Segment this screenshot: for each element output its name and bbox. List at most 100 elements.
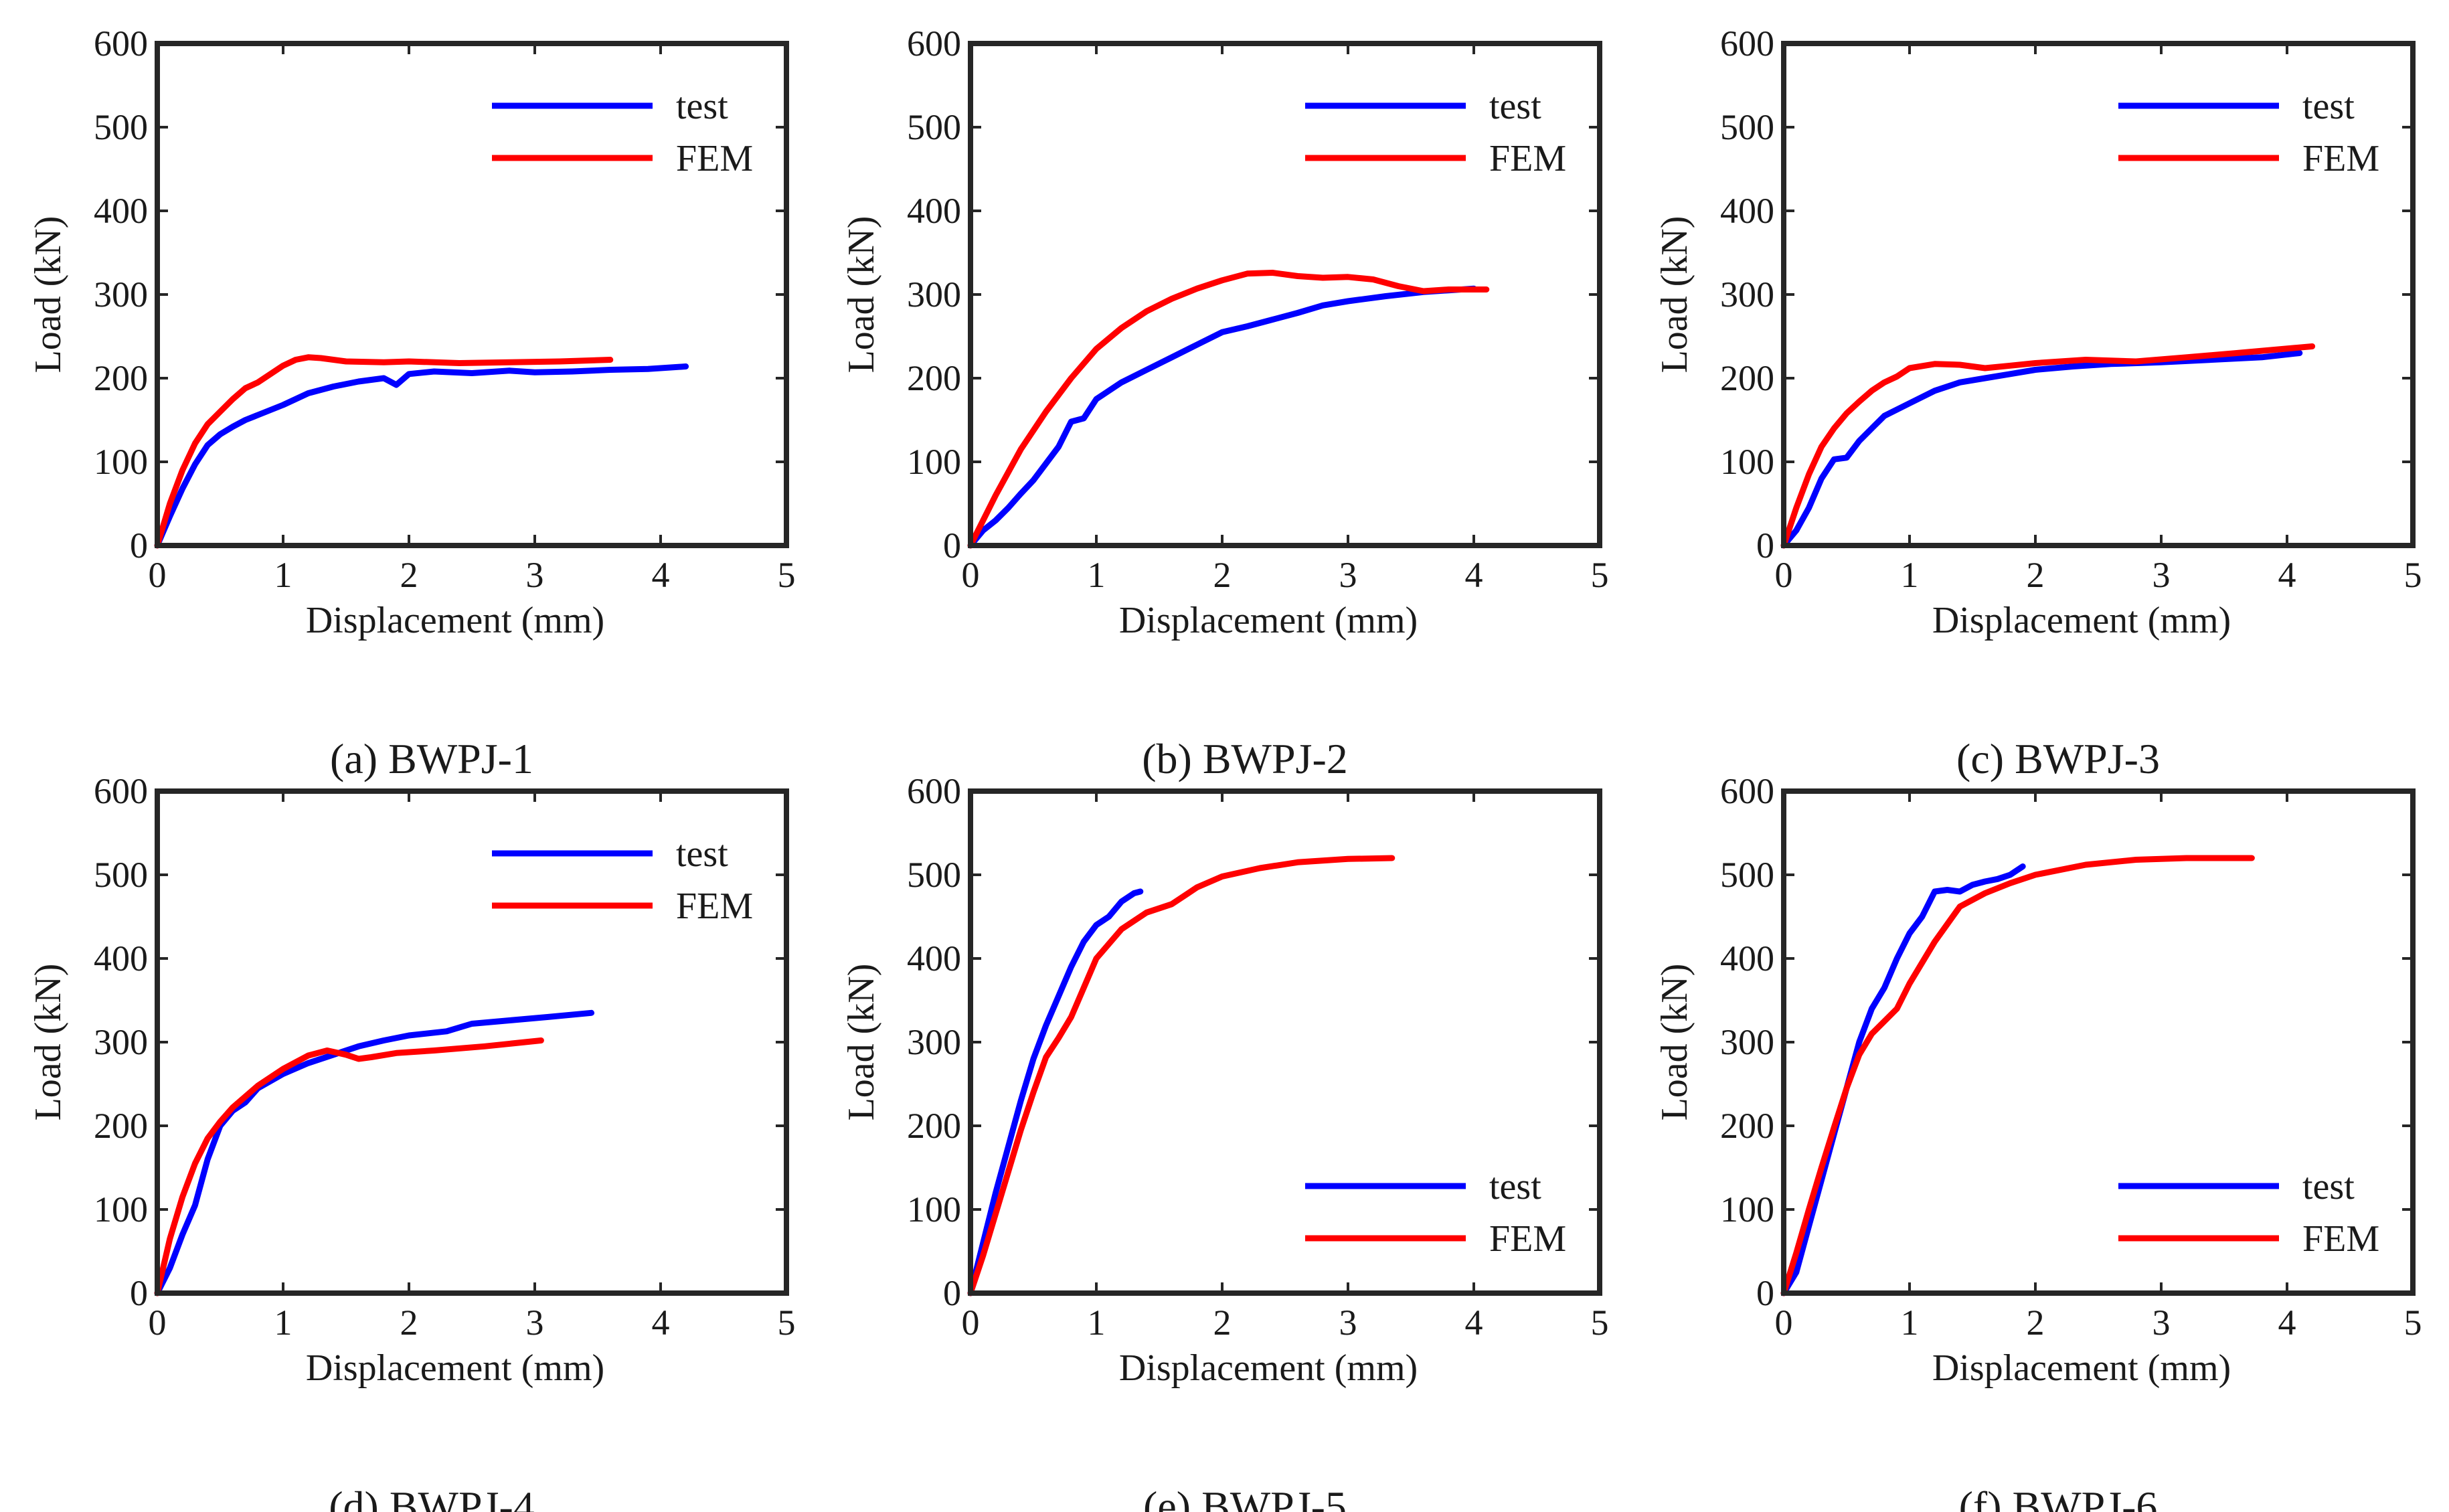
legend-label-fem: FEM — [676, 138, 753, 179]
series-line-fem — [967, 855, 1396, 1296]
y-tick-label: 600 — [1720, 771, 1774, 811]
x-tick-label: 1 — [1088, 1303, 1106, 1343]
legend: test FEM — [492, 833, 753, 927]
y-tick-label: 600 — [907, 771, 961, 811]
x-tick-label: 1 — [1901, 1303, 1919, 1343]
x-tick-label: 0 — [1775, 1303, 1793, 1343]
y-tick-label: 300 — [907, 1022, 961, 1062]
y-tick-label: 500 — [1720, 107, 1774, 147]
y-tick-label: 400 — [1720, 191, 1774, 231]
y-axis-label: Load (kN) — [27, 216, 69, 373]
y-tick-label: 200 — [907, 358, 961, 398]
x-tick-label: 2 — [1213, 555, 1232, 595]
legend-label-test: test — [1489, 86, 1541, 127]
legend-label-test: test — [676, 833, 728, 875]
legend-label-fem: FEM — [2302, 1218, 2379, 1260]
y-axis-label: Load (kN) — [27, 964, 69, 1121]
x-tick-label: 4 — [1465, 555, 1483, 595]
series-line-test — [967, 285, 1477, 549]
x-tick-label: 3 — [1339, 555, 1357, 595]
legend: test FEM — [2118, 1166, 2379, 1260]
series-line-test — [154, 363, 689, 549]
legend-label-fem: FEM — [2302, 138, 2379, 179]
x-tick-label: 0 — [149, 555, 167, 595]
y-tick-label: 300 — [94, 274, 148, 315]
x-tick-label: 3 — [2152, 1303, 2171, 1343]
legend-label-test: test — [2302, 1166, 2355, 1207]
x-tick-label: 5 — [778, 555, 796, 595]
chart-panel-3: 0 1 2 3 4 5 0 100 200 300 400 500 600 Displacement (m… — [1654, 23, 2422, 782]
x-tick-label: 0 — [962, 555, 980, 595]
x-axis-label: Displacement (mm) — [1932, 600, 2231, 641]
series-line-fem — [1780, 855, 2255, 1296]
y-axis-label: Load (kN) — [1654, 216, 1695, 373]
legend: test FEM — [2118, 86, 2379, 179]
y-tick-label: 100 — [1720, 1189, 1774, 1230]
x-tick-label: 1 — [1088, 555, 1106, 595]
x-axis-label: Displacement (mm) — [306, 1347, 604, 1389]
legend-label-fem: FEM — [1489, 138, 1566, 179]
y-axis-label: Load (kN) — [1654, 964, 1695, 1121]
y-tick-label: 300 — [94, 1022, 148, 1062]
x-tick-label: 3 — [526, 1303, 544, 1343]
x-tick-label: 4 — [2278, 555, 2296, 595]
panel-caption: (c) BWPJ-3 — [1956, 735, 2160, 782]
x-tick-label: 5 — [1591, 1303, 1609, 1343]
y-tick-label: 100 — [907, 1189, 961, 1230]
x-tick-label: 2 — [1213, 1303, 1232, 1343]
x-tick-label: 1 — [274, 1303, 292, 1343]
y-tick-label: 400 — [907, 938, 961, 979]
legend-label-test: test — [2302, 86, 2355, 127]
x-axis-label: Displacement (mm) — [1119, 600, 1418, 641]
legend-label-fem: FEM — [676, 886, 753, 927]
y-tick-label: 400 — [94, 938, 148, 979]
series-line-fem — [967, 270, 1490, 549]
series-line-fem — [154, 354, 614, 549]
y-tick-label: 0 — [943, 1273, 961, 1313]
y-tick-label: 500 — [94, 107, 148, 147]
legend-label-fem: FEM — [1489, 1218, 1566, 1260]
y-tick-label: 0 — [130, 525, 148, 566]
x-tick-label: 4 — [652, 1303, 670, 1343]
panel-caption: (a) BWPJ-1 — [330, 735, 533, 782]
x-tick-label: 2 — [400, 555, 418, 595]
x-axis-label: Displacement (mm) — [1119, 1347, 1418, 1389]
y-tick-label: 600 — [1720, 23, 1774, 64]
y-tick-label: 100 — [94, 442, 148, 482]
chart-panel-5: 0 1 2 3 4 5 0 100 200 300 400 500 600 Displacement (m… — [841, 771, 1609, 1512]
series-line-test — [967, 888, 1144, 1296]
y-tick-label: 0 — [1756, 525, 1774, 566]
y-tick-label: 100 — [94, 1189, 148, 1230]
y-tick-label: 500 — [907, 107, 961, 147]
y-axis-label: Load (kN) — [841, 964, 882, 1121]
x-tick-label: 1 — [274, 555, 292, 595]
x-tick-label: 5 — [2404, 555, 2422, 595]
x-tick-label: 3 — [1339, 1303, 1357, 1343]
y-tick-label: 100 — [907, 442, 961, 482]
legend: test FEM — [1305, 86, 1566, 179]
y-tick-label: 0 — [943, 525, 961, 566]
x-tick-label: 2 — [400, 1303, 418, 1343]
y-tick-label: 200 — [907, 1106, 961, 1146]
panel-caption: (d) BWPJ-4 — [329, 1483, 535, 1512]
y-tick-label: 200 — [94, 1106, 148, 1146]
x-tick-label: 4 — [2278, 1303, 2296, 1343]
chart-panel-4: 0 1 2 3 4 5 0 100 200 300 400 500 600 Displacement (m… — [27, 771, 796, 1512]
x-tick-label: 4 — [652, 555, 670, 595]
chart-panel-2: 0 1 2 3 4 5 0 100 200 300 400 500 600 Displacement (m… — [841, 23, 1609, 782]
x-axis-label: Displacement (mm) — [1932, 1347, 2231, 1389]
y-tick-label: 500 — [94, 855, 148, 895]
y-tick-label: 600 — [94, 23, 148, 64]
x-tick-label: 2 — [2027, 555, 2045, 595]
x-tick-label: 5 — [2404, 1303, 2422, 1343]
y-tick-label: 500 — [907, 855, 961, 895]
x-tick-label: 3 — [526, 555, 544, 595]
panel-caption: (b) BWPJ-2 — [1142, 735, 1348, 782]
x-tick-label: 1 — [1901, 555, 1919, 595]
x-tick-label: 0 — [1775, 555, 1793, 595]
chart-panel-6: 0 1 2 3 4 5 0 100 200 300 400 500 600 Displacement (m… — [1654, 771, 2422, 1512]
y-tick-label: 300 — [907, 274, 961, 315]
x-tick-label: 0 — [149, 1303, 167, 1343]
panel-caption: (f) BWPJ-6 — [1959, 1483, 2158, 1512]
